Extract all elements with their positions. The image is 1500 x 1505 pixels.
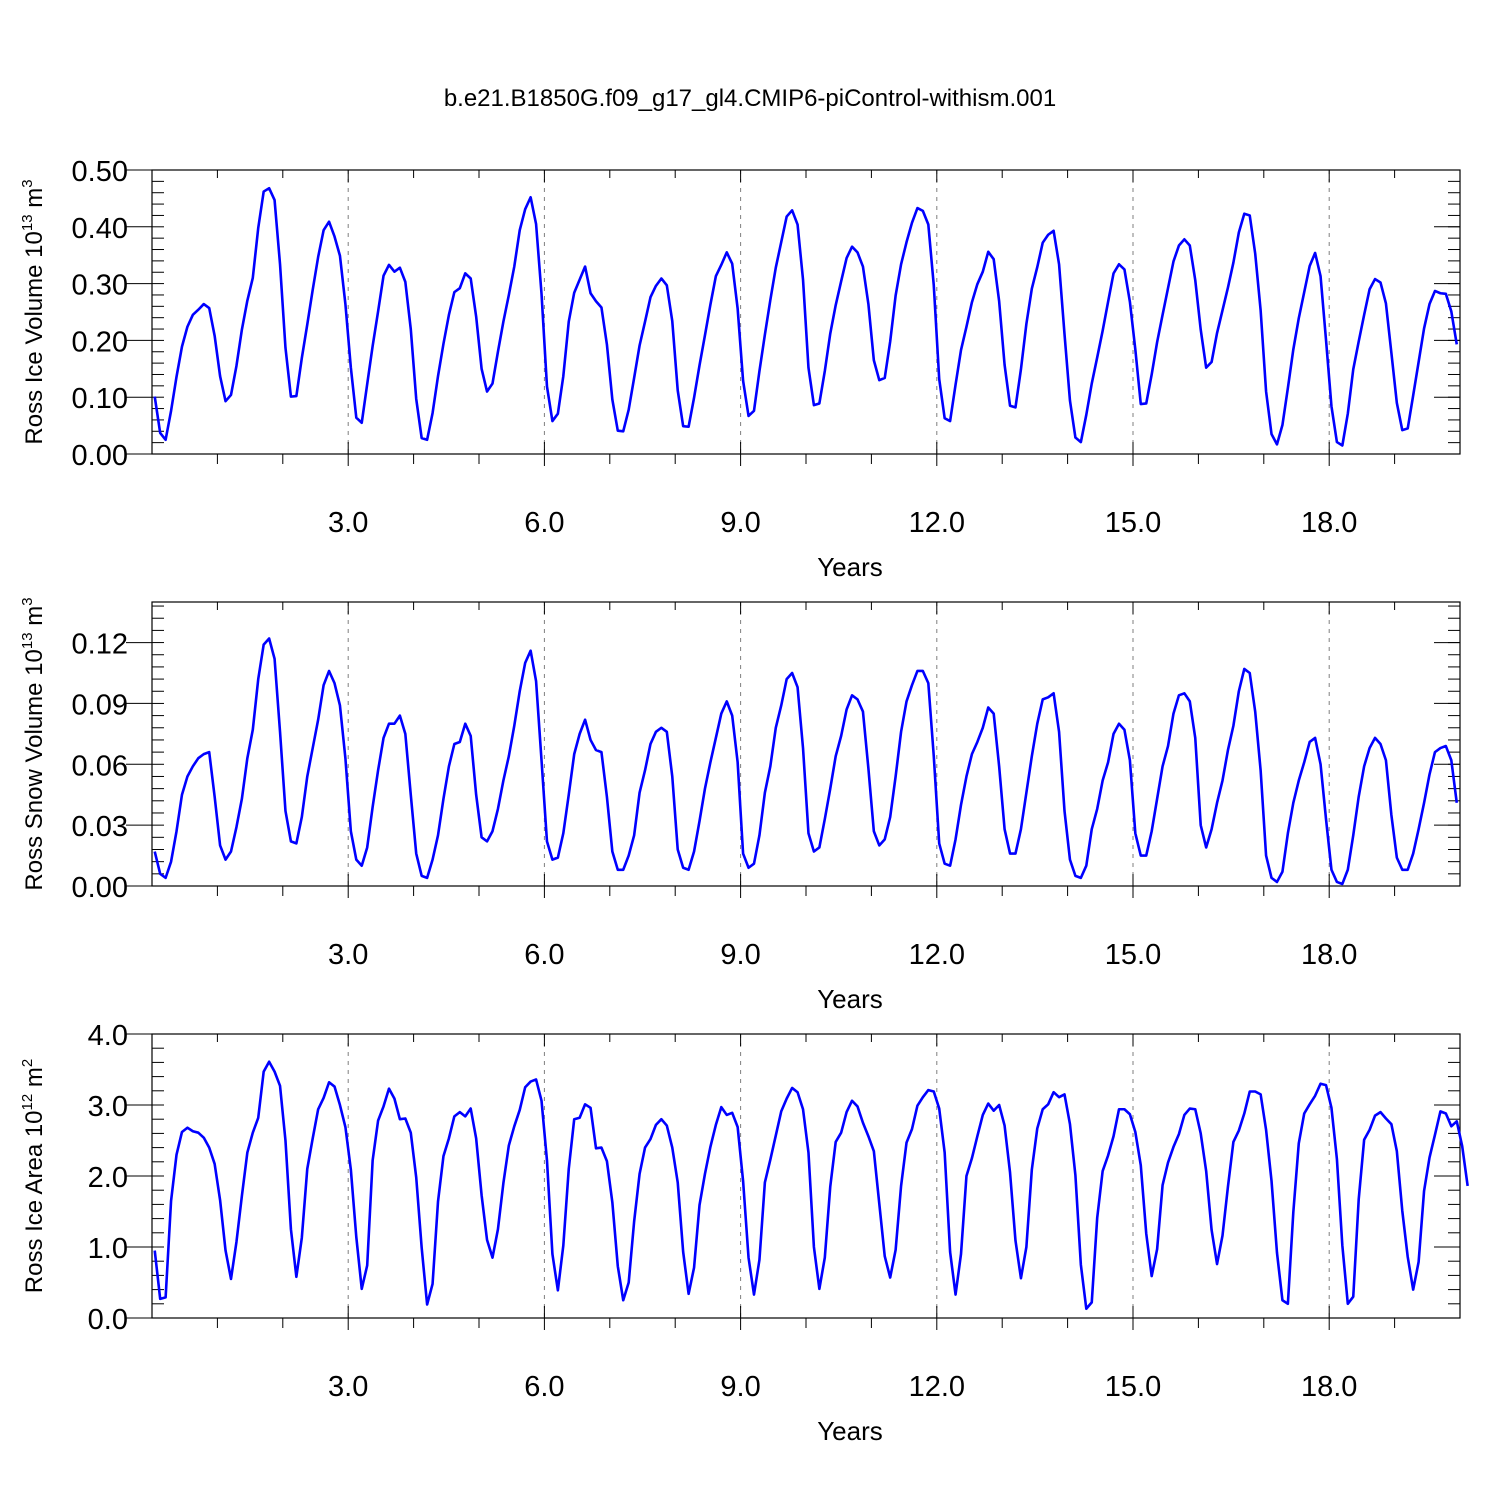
x-tick-label: 12.0 (909, 1371, 965, 1403)
x-tick-label: 18.0 (1301, 507, 1357, 539)
y-tick-label: 0.20 (72, 326, 128, 358)
x-tick-label: 3.0 (328, 939, 368, 971)
y-axis-label-unit: m (21, 188, 48, 215)
x-tick-label: 15.0 (1105, 939, 1161, 971)
x-tick-label: 12.0 (909, 507, 965, 539)
y-tick-label: 0.06 (72, 750, 128, 782)
x-tick-label: 15.0 (1105, 1371, 1161, 1403)
y-axis-label-unit: m (21, 606, 48, 633)
y-axis-label-unit: m (21, 1067, 48, 1094)
y-tick-label: 0.03 (72, 811, 128, 843)
y-axis-label: Ross Ice Volume 1013 m3 (19, 179, 48, 444)
y-axis-label: Ross Ice Area 1012 m2 (19, 1059, 48, 1293)
panel-ross-ice-area: 0.0 1.0 2.0 3.0 4.0 3.0 6.0 9.0 12.0 15.0 18.0 Yea… (19, 1020, 1469, 1446)
x-tick-label: 12.0 (909, 939, 965, 971)
x-tick-label: 18.0 (1301, 1371, 1357, 1403)
ticks-layer (126, 1033, 1460, 1330)
x-tick-label: 6.0 (524, 1371, 564, 1403)
grid-layer (347, 602, 1330, 886)
x-axis-label: Years (817, 1416, 883, 1446)
y-tick-label: 0.00 (72, 872, 128, 904)
series-line-ross-ice-area (153, 1060, 1469, 1311)
series-line-ross-ice-volume (153, 186, 1459, 447)
figure-title: b.e21.B1850G.f09_g17_gl4.CMIP6-piControl… (444, 85, 1056, 112)
x-tick-label: 18.0 (1301, 939, 1357, 971)
y-axis-label: Ross Snow Volume 1013 m3 (19, 597, 48, 890)
y-axis-label-exponent: 12 (19, 1094, 36, 1111)
plot-frame (151, 1033, 1461, 1319)
tick-labels-layer: 0.0 1.0 2.0 3.0 4.0 3.0 6.0 9.0 12.0 15.0 18.0 (88, 1020, 1358, 1403)
y-tick-label: 0.40 (72, 213, 128, 245)
x-tick-label: 6.0 (524, 939, 564, 971)
plot-frame (151, 601, 1461, 887)
y-tick-label: 1.0 (88, 1233, 128, 1265)
y-axis-label-exponent: 13 (19, 214, 36, 231)
y-tick-label: 0.30 (72, 270, 128, 302)
grid-layer (347, 1034, 1330, 1318)
x-axis-label: Years (817, 984, 883, 1014)
y-axis-label-unit-exponent: 2 (19, 1059, 36, 1067)
x-tick-label: 6.0 (524, 507, 564, 539)
x-tick-label: 3.0 (328, 507, 368, 539)
y-tick-label: 0.50 (72, 156, 128, 188)
y-axis-label-unit-exponent: 3 (19, 179, 36, 187)
y-tick-label: 3.0 (88, 1091, 128, 1123)
x-tick-label: 9.0 (720, 1371, 760, 1403)
y-tick-label: 0.12 (72, 629, 128, 661)
x-tick-label: 3.0 (328, 1371, 368, 1403)
y-tick-label: 2.0 (88, 1162, 128, 1194)
y-tick-label: 0.09 (72, 689, 128, 721)
grid-layer (347, 170, 1330, 454)
y-axis-label-unit-exponent: 3 (19, 597, 36, 605)
y-axis-label-prefix: Ross Ice Volume 10 (21, 231, 48, 444)
y-axis-label-prefix: Ross Ice Area 10 (21, 1110, 48, 1293)
panel-ross-snow-volume: 0.00 0.03 0.06 0.09 0.12 3.0 6.0 9.0 12.0 15.0 18.… (19, 597, 1461, 1014)
tick-labels-layer: 0.00 0.10 0.20 0.30 0.40 0.50 3.0 6.0 9.0 12.0 15.… (72, 156, 1358, 539)
y-axis-label-prefix: Ross Snow Volume 10 (21, 649, 48, 890)
y-tick-label: 0.00 (72, 440, 128, 472)
y-tick-label: 0.10 (72, 383, 128, 415)
tick-labels-layer: 0.00 0.03 0.06 0.09 0.12 3.0 6.0 9.0 12.0 15.0 18.… (72, 629, 1358, 971)
y-tick-label: 0.0 (88, 1304, 128, 1336)
x-tick-label: 9.0 (720, 507, 760, 539)
panel-ross-ice-volume: 0.00 0.10 0.20 0.30 0.40 0.50 3.0 6.0 9.0 12.0 15.… (19, 156, 1461, 582)
y-axis-label-exponent: 13 (19, 632, 36, 649)
series-line-ross-snow-volume (153, 637, 1459, 886)
x-axis-label: Years (817, 552, 883, 582)
x-tick-label: 15.0 (1105, 507, 1161, 539)
y-tick-label: 4.0 (88, 1020, 128, 1052)
x-tick-label: 9.0 (720, 939, 760, 971)
